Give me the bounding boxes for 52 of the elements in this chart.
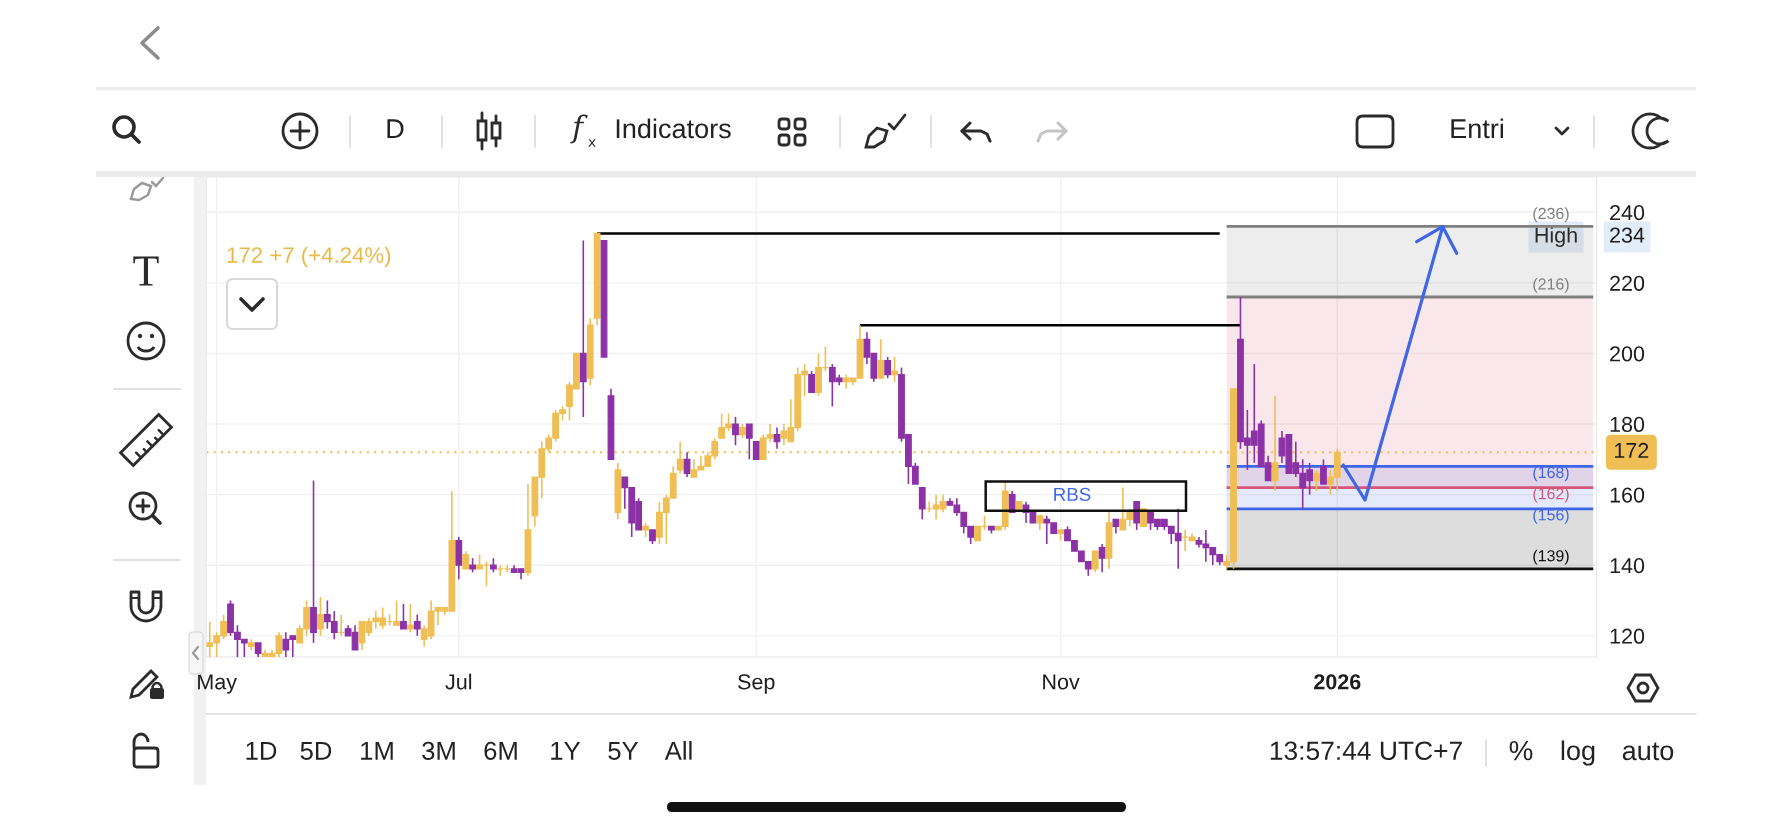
candlestick — [406, 603, 414, 634]
text: 1D — [246, 741, 277, 760]
series-label: (168) — [1533, 466, 1569, 482]
y-tick-label: 240 — [1610, 205, 1645, 221]
series-label: (236) — [1533, 207, 1569, 223]
x-tick-label: 2026 — [1314, 674, 1361, 690]
text: Indicators — [616, 118, 731, 139]
text: 13:57:44 UTC+7 — [1270, 741, 1462, 761]
text: 6M — [484, 741, 517, 760]
candlestick — [1133, 500, 1141, 531]
y-tick-label: 200 — [1610, 346, 1645, 362]
x-tick-label: May — [198, 674, 237, 694]
candlestick — [891, 356, 898, 383]
text: auto — [1622, 742, 1674, 761]
candlestick — [1091, 550, 1099, 574]
y-tick-label: 220 — [1610, 275, 1645, 291]
candlestick — [877, 338, 885, 379]
annotation: 172 +7 (+4.24%) — [227, 246, 391, 268]
candlestick — [400, 603, 407, 630]
text: 234 — [1610, 227, 1645, 243]
candlestick — [317, 596, 324, 637]
y-tick-label: 160 — [1610, 487, 1645, 503]
candlestick — [745, 423, 753, 461]
text: log — [1561, 740, 1595, 766]
x-tick-label: Nov — [1043, 674, 1080, 690]
text: 5Y — [608, 741, 639, 760]
y-tick-label: 180 — [1610, 416, 1645, 433]
candlestick — [1313, 469, 1320, 492]
candlestick — [884, 356, 892, 379]
text: 1M — [361, 741, 393, 760]
series-label: (139) — [1533, 549, 1569, 565]
annotation: RBS — [1054, 487, 1091, 502]
annotation: High — [1535, 226, 1577, 248]
text: 3M — [422, 741, 455, 760]
text: All — [664, 741, 692, 760]
text: 5D — [300, 741, 332, 760]
y-tick-label: 120 — [1610, 628, 1645, 644]
text: D — [387, 119, 404, 138]
candlestick — [732, 416, 739, 447]
candlestick — [918, 486, 926, 521]
text: % — [1509, 740, 1533, 761]
candlestick — [413, 613, 421, 637]
text: 1Y — [551, 741, 581, 760]
ref-line-label: 172 — [1615, 442, 1649, 458]
series-label: (216) — [1533, 277, 1569, 293]
x-tick-label: Jul — [445, 673, 472, 690]
candlestick — [808, 370, 815, 394]
x-tick-label: Sep — [738, 674, 775, 694]
candlestick — [1098, 543, 1106, 574]
candlestick — [1320, 458, 1327, 485]
text: Entri — [1451, 118, 1504, 139]
y-tick-label: 140 — [1610, 558, 1645, 574]
